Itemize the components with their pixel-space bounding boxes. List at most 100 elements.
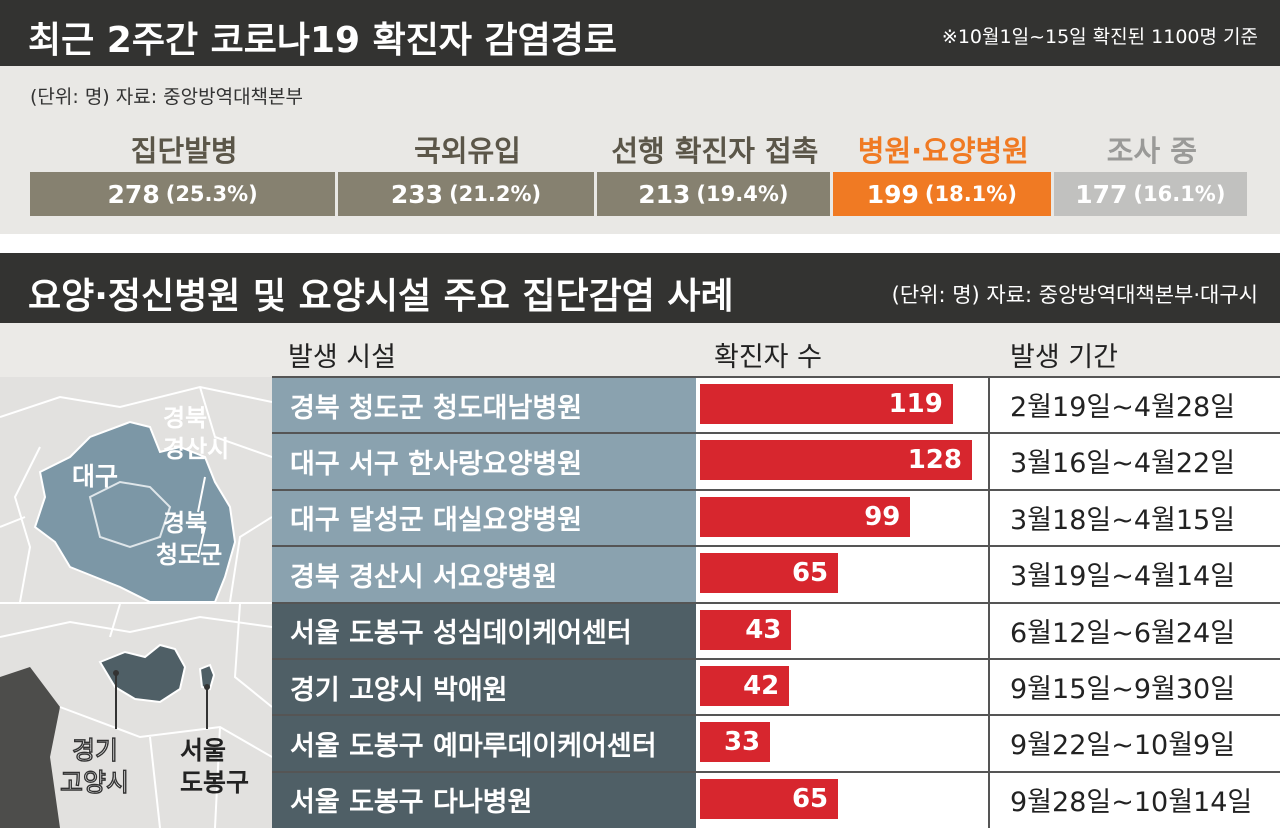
row-separator (272, 714, 1280, 717)
case-period: 9월15일~9월30일 (1010, 674, 1236, 705)
case-period: 9월22일~10월9일 (1010, 730, 1236, 762)
case-row: 128 3월16일~4월22일 (696, 433, 1280, 489)
route-value-label: 177 (1075, 179, 1128, 209)
case-bar (700, 722, 771, 763)
case-value-label: 119 (888, 389, 943, 419)
case-row: 65 9월28일~10월14일 (696, 772, 1280, 828)
case-value-label: 43 (745, 614, 782, 645)
map-daegu-region (33, 420, 237, 603)
route-bar-segment: 213 (19.4%) (596, 172, 830, 216)
row-separator (272, 658, 1280, 660)
case-bar (700, 666, 790, 706)
case-bar (700, 609, 792, 650)
facility-name: 서울 도봉구 성심데이케어센터 (272, 602, 696, 659)
case-period: 9월28일~10월14일 (1010, 786, 1253, 818)
route-value-label: 213 (638, 179, 691, 209)
cluster-cases-panel: 발생 시설 확진자 수 발생 기간 대구 경북 경산시 경북 청도군 (0, 323, 1280, 828)
case-period: 3월19일~4월14일 (1010, 561, 1236, 593)
row-separator (272, 376, 1280, 378)
case-bar (700, 553, 839, 594)
facility-name: 대구 달성군 대실요양병원 (272, 489, 696, 547)
top-header: 최근 2주간 코로나19 확진자 감염경로 ※10월1일~15일 확진된 110… (0, 0, 1280, 66)
facility-name: 경북 청도군 청도대남병원 (272, 377, 696, 434)
map-cheongdo-pointer (197, 526, 206, 558)
route-bar-segment: 278 (25.3%) (30, 172, 336, 216)
route-percent-label: (19.4%) (696, 182, 789, 206)
column-header-strip: 발생 시설 확진자 수 발생 기간 (0, 323, 1280, 377)
map-label-dobong-2: 도봉구 (180, 768, 249, 797)
section-title: 요양·정신병원 및 요양시설 주요 집단감염 사례 (28, 276, 734, 317)
col-cases-header: 확진자 수 (714, 342, 822, 373)
route-value-label: 233 (390, 179, 444, 209)
case-value-label: 42 (743, 671, 780, 701)
facility-name: 서울 도봉구 다나병원 (272, 771, 696, 828)
row-separator (272, 770, 1280, 773)
case-row: 99 3월18일~4월15일 (696, 490, 1280, 546)
route-value-label: 199 (866, 179, 919, 209)
route-percent-label: (18.1%) (924, 182, 1017, 206)
row-separator (272, 432, 1280, 435)
col-period-header: 발생 기간 (1010, 342, 1118, 373)
map-dobong-dot (204, 684, 210, 690)
map-label-daegu: 대구 (72, 462, 118, 491)
facility-name: 대구 서구 한사랑요양병원 (272, 433, 696, 490)
map-label-goyang-2: 고양시 (60, 768, 129, 797)
map-label-gyeongsan-1: 경북 (163, 404, 207, 432)
case-bar (700, 496, 911, 537)
facility-name: 경기 고양시 박애원 (272, 659, 696, 716)
case-period: 3월18일~4월15일 (1010, 504, 1236, 536)
case-period: 2월19일~4월28일 (1010, 392, 1236, 423)
case-row: 43 6월12일~6월24일 (696, 603, 1280, 659)
section-header: 요양·정신병원 및 요양시설 주요 집단감염 사례 (단위: 명) 자료: 중앙… (0, 253, 1280, 323)
map-dobong-region (198, 663, 216, 691)
facility-name: 서울 도봉구 예마루데이케어센터 (272, 715, 696, 772)
case-value-label: 99 (864, 501, 901, 532)
section-note: (단위: 명) 자료: 중앙방역대책본부·대구시 (891, 283, 1258, 307)
map-gyeongsan-pointer (197, 476, 206, 513)
map-bottom-borders (0, 603, 272, 828)
case-period: 6월12일~6월24일 (1010, 617, 1236, 649)
page-title: 최근 2주간 코로나19 확진자 감염경로 (28, 20, 617, 61)
route-category-label: 국외유입 (414, 134, 521, 168)
infection-route-panel: (단위: 명) 자료: 중앙방역대책본부 집단발병 278 (25.3%) 국외유입 2… (0, 66, 1280, 234)
map-sea-area (0, 667, 60, 828)
unit-source-note: (단위: 명) 자료: 중앙방역대책본부 (30, 86, 303, 108)
route-bar-segment: 199 (18.1%) (832, 172, 1051, 216)
case-row: 65 3월19일~4월14일 (696, 546, 1280, 602)
map-goyang-region (98, 643, 187, 704)
case-row: 33 9월22일~10월9일 (696, 715, 1280, 771)
route-category-label: 집단발병 (130, 134, 238, 168)
route-category-label: 선행 확진자 접촉 (611, 134, 819, 168)
route-value-label: 278 (107, 179, 160, 209)
case-value-label: 33 (723, 727, 761, 758)
row-separator (272, 545, 1280, 548)
row-separator (272, 488, 1280, 491)
case-period: 3월16일~4월22일 (1010, 448, 1236, 480)
period-divider (988, 377, 990, 828)
facility-name: 경북 경산시 서요양병원 (272, 546, 696, 603)
route-percent-label: (25.3%) (165, 182, 258, 206)
case-bar (700, 778, 839, 819)
case-bar (700, 440, 972, 481)
route-category-label: 병원·요양병원 (857, 134, 1029, 168)
map-label-cheongdo-2: 청도군 (156, 541, 222, 569)
route-percent-label: (16.1%) (1133, 182, 1226, 206)
map-label-goyang-1: 경기 (72, 736, 118, 765)
case-value-label: 65 (791, 783, 829, 814)
route-bar-segment: 233 (21.2%) (338, 172, 594, 216)
col-facility-header: 발생 시설 (288, 342, 396, 373)
case-row: 42 9월15일~9월30일 (696, 659, 1280, 715)
route-category-label: 조사 중 (1106, 134, 1197, 168)
map-label-gyeongsan-2: 경산시 (163, 435, 229, 463)
region-map: 대구 경북 경산시 경북 청도군 경기 고양시 서울 도봉구 (0, 377, 272, 828)
route-bar-segment: 177 (16.1%) (1053, 172, 1247, 216)
case-value-label: 128 (907, 445, 962, 476)
route-percent-label: (21.2%) (449, 182, 542, 206)
case-value-label: 65 (791, 558, 829, 589)
map-goyang-dot (113, 670, 119, 676)
header-note: ※10월1일~15일 확진된 1100명 기준 (941, 26, 1258, 48)
case-row: 119 2월19일~4월28일 (696, 377, 1280, 433)
case-bar (700, 384, 953, 424)
row-separator (272, 601, 1280, 604)
map-label-cheongdo-1: 경북 (163, 509, 207, 537)
